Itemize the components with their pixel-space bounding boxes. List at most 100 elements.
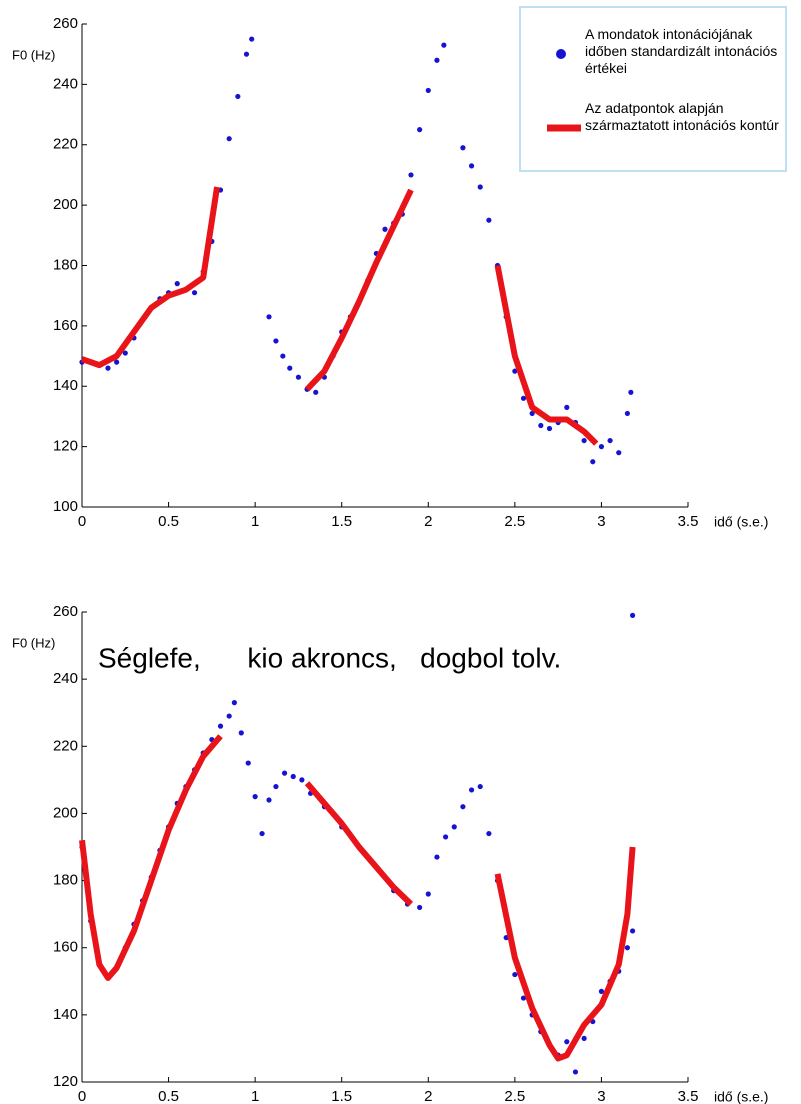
legend-label: Az adatpontok alapján származtatott into… bbox=[585, 100, 779, 133]
data-point bbox=[231, 700, 237, 706]
data-point bbox=[564, 1039, 570, 1045]
y-tick-label: 240 bbox=[53, 670, 78, 687]
x-tick-label: 0.5 bbox=[158, 1088, 179, 1104]
y-tick-label: 240 bbox=[53, 75, 78, 92]
x-tick-label: 3.5 bbox=[678, 513, 699, 530]
y-tick-label: 200 bbox=[53, 804, 78, 821]
data-point bbox=[408, 172, 414, 178]
y-tick-label: 260 bbox=[53, 15, 78, 32]
data-point bbox=[616, 450, 622, 456]
data-point bbox=[581, 1035, 587, 1041]
data-point bbox=[451, 824, 457, 830]
data-point bbox=[273, 783, 279, 790]
data-point bbox=[520, 995, 527, 1001]
data-point bbox=[572, 1069, 579, 1075]
y-tick-label: 140 bbox=[53, 377, 78, 394]
x-tick-label: 0.5 bbox=[158, 513, 179, 530]
data-point bbox=[114, 359, 120, 365]
data-point bbox=[564, 404, 570, 410]
data-point bbox=[628, 389, 634, 395]
y-tick-label: 220 bbox=[53, 737, 78, 754]
data-point bbox=[624, 410, 631, 417]
x-tick-label: 3 bbox=[597, 513, 605, 530]
data-point bbox=[477, 184, 483, 190]
data-point bbox=[468, 787, 475, 793]
fit-line bbox=[81, 186, 599, 446]
data-point bbox=[280, 353, 286, 359]
x-axis-label: idő (s.e.) bbox=[714, 1089, 768, 1104]
data-point bbox=[434, 57, 440, 63]
data-point bbox=[460, 804, 466, 810]
x-tick-label: 1.5 bbox=[331, 513, 352, 530]
data-point bbox=[217, 723, 224, 729]
y-axis-label: F0 (Hz) bbox=[12, 47, 55, 62]
data-point bbox=[441, 42, 447, 48]
x-tick-label: 2.5 bbox=[504, 513, 525, 530]
data-point bbox=[624, 945, 631, 951]
data-point bbox=[259, 830, 265, 837]
legend: A mondatok intonációjának időben standar… bbox=[519, 6, 787, 172]
data-point bbox=[477, 783, 483, 790]
data-point bbox=[273, 338, 279, 344]
y-tick-label: 180 bbox=[53, 872, 78, 889]
fit-line bbox=[79, 734, 636, 1062]
data-point bbox=[590, 459, 596, 465]
y-tick-label: 120 bbox=[53, 1073, 78, 1090]
data-point bbox=[245, 760, 251, 766]
data-point bbox=[287, 365, 293, 371]
data-point bbox=[238, 730, 244, 736]
data-point bbox=[598, 444, 605, 450]
data-point bbox=[538, 422, 544, 429]
x-tick-label: 2 bbox=[424, 1088, 432, 1104]
data-point bbox=[382, 226, 388, 232]
data-point bbox=[243, 51, 250, 57]
x-tick-label: 0 bbox=[78, 513, 86, 530]
x-tick-label: 0 bbox=[78, 1088, 86, 1104]
data-point bbox=[417, 904, 423, 911]
legend-marker bbox=[556, 49, 566, 59]
x-axis-label: idő (s.e.) bbox=[714, 514, 768, 530]
y-axis-label: F0 (Hz) bbox=[12, 635, 55, 650]
data-point bbox=[425, 891, 431, 897]
x-tick-label: 1.5 bbox=[331, 1088, 352, 1104]
x-tick-label: 3.5 bbox=[678, 1088, 699, 1104]
data-point bbox=[486, 217, 492, 223]
data-point bbox=[105, 365, 111, 371]
data-point bbox=[249, 36, 255, 42]
data-point bbox=[226, 136, 232, 142]
data-point bbox=[581, 437, 587, 444]
data-point bbox=[607, 437, 613, 444]
data-point bbox=[252, 794, 258, 800]
data-point bbox=[290, 773, 296, 780]
y-tick-label: 120 bbox=[53, 438, 78, 455]
data-point bbox=[295, 374, 302, 380]
data-point bbox=[529, 410, 535, 417]
data-point bbox=[226, 713, 232, 719]
legend-dot bbox=[556, 49, 566, 59]
data-point bbox=[468, 163, 475, 169]
x-tick-label: 2.5 bbox=[504, 1088, 525, 1104]
y-tick-label: 160 bbox=[53, 939, 78, 956]
legend-label: A mondatok intonációjának időben standar… bbox=[585, 26, 778, 76]
data-point bbox=[629, 612, 636, 618]
data-point bbox=[425, 87, 431, 94]
x-tick-label: 1 bbox=[251, 513, 259, 530]
data-point bbox=[598, 988, 605, 994]
y-tick-label: 100 bbox=[53, 498, 78, 515]
data-point bbox=[629, 928, 636, 934]
data-point bbox=[174, 281, 180, 287]
data-point bbox=[313, 389, 319, 395]
data-point bbox=[266, 797, 272, 803]
y-tick-label: 160 bbox=[53, 317, 78, 334]
data-point bbox=[512, 368, 518, 374]
data-point bbox=[417, 127, 423, 133]
data-point bbox=[546, 425, 553, 432]
data-point bbox=[281, 770, 288, 776]
x-tick-label: 1 bbox=[251, 1088, 259, 1104]
annotation: Séglefe, kio akroncs, dogbol tolv. bbox=[98, 642, 561, 673]
data-point bbox=[122, 350, 128, 356]
data-point bbox=[191, 290, 198, 296]
data-point bbox=[512, 971, 518, 978]
